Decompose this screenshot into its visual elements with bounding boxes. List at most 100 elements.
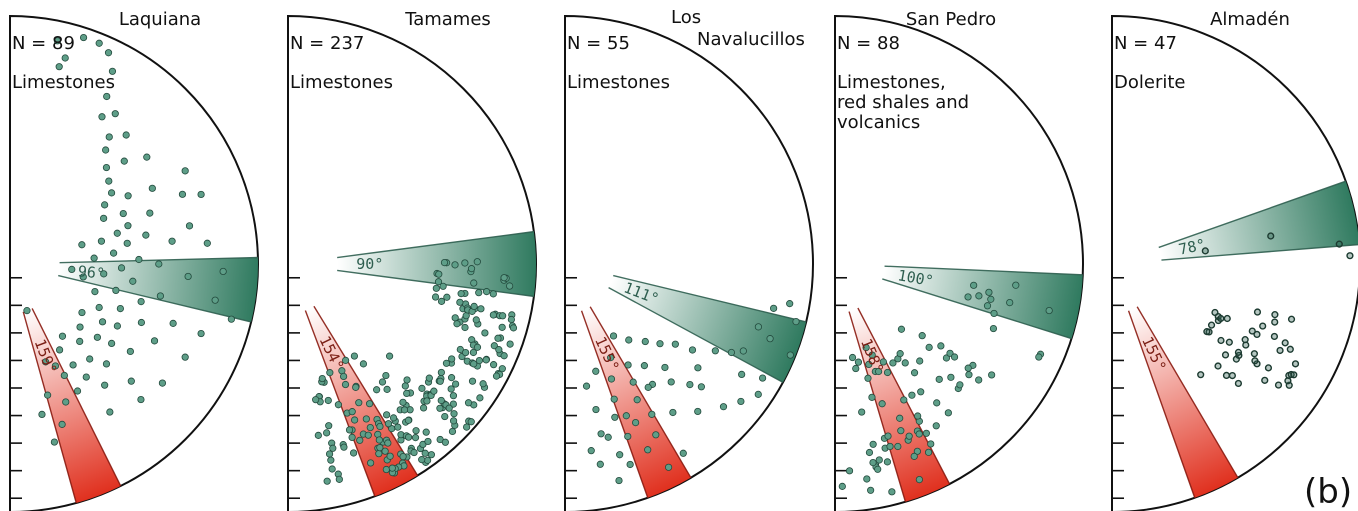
data-point [910, 369, 919, 377]
data-point [339, 372, 348, 381]
data-point [922, 429, 930, 437]
data-point [950, 353, 959, 361]
data-point [1267, 232, 1275, 240]
data-point [448, 355, 456, 363]
data-point [964, 293, 972, 301]
data-point [609, 332, 618, 340]
data-point [42, 358, 50, 366]
data-point [1223, 314, 1231, 323]
data-point [78, 241, 86, 249]
data-point [58, 332, 67, 340]
data-point [461, 259, 469, 267]
data-point [1217, 336, 1225, 345]
data-point [388, 464, 396, 472]
min-stress-wedge-edge [22, 311, 77, 504]
data-point [324, 396, 332, 405]
data-point [376, 444, 384, 452]
data-point [328, 465, 336, 473]
data-point [60, 371, 68, 380]
data-point [867, 486, 875, 494]
data-point [886, 442, 894, 451]
data-point [1217, 314, 1225, 323]
data-point [644, 446, 652, 454]
data-point [91, 287, 99, 296]
data-point [424, 437, 432, 446]
max-stress-wedge-edge [58, 274, 252, 323]
data-point [73, 387, 82, 395]
data-point [422, 428, 430, 436]
data-point [1271, 311, 1279, 319]
data-point [51, 362, 59, 370]
data-point [1251, 357, 1259, 365]
data-point [1290, 371, 1298, 379]
data-point [442, 359, 451, 367]
data-point [137, 395, 145, 404]
data-point [494, 334, 502, 342]
lithology-label: Limestones [12, 72, 115, 93]
data-point [845, 467, 854, 475]
data-point [325, 450, 334, 458]
data-point [453, 320, 461, 328]
data-point [329, 444, 337, 452]
data-point [875, 367, 883, 376]
data-point [55, 63, 63, 71]
sample-count: N = 88 [837, 33, 900, 54]
data-point [342, 356, 350, 364]
data-point [404, 416, 413, 424]
data-point [378, 378, 387, 386]
data-point [905, 432, 913, 440]
data-point [441, 438, 449, 446]
max-stress-wedge [882, 266, 1083, 339]
data-point [1286, 345, 1294, 353]
data-point [82, 373, 90, 381]
data-point [1270, 332, 1279, 341]
data-point [1259, 322, 1267, 330]
data-point [1281, 339, 1289, 347]
data-point [355, 399, 363, 407]
data-point [679, 449, 687, 457]
data-point [375, 450, 383, 458]
data-point [786, 351, 794, 359]
data-point [615, 476, 623, 485]
data-point [181, 353, 189, 361]
data-point [364, 431, 372, 439]
data-point [988, 371, 996, 379]
data-point [908, 391, 916, 399]
data-point [103, 92, 111, 101]
data-point [352, 383, 360, 391]
data-point [490, 361, 498, 369]
data-point [104, 49, 113, 57]
data-point [143, 153, 151, 161]
data-point [385, 352, 394, 360]
max-stress-wedge-edge [1161, 243, 1358, 261]
data-point [98, 318, 107, 326]
min-stress-wedge-edge [848, 311, 907, 502]
data-point [711, 347, 719, 355]
data-point [418, 456, 426, 464]
data-point [312, 396, 320, 404]
data-point [450, 410, 458, 418]
data-point [351, 416, 359, 424]
data-point [862, 343, 870, 352]
site-title: Laquiana [119, 9, 201, 30]
data-point [848, 353, 857, 362]
data-point [942, 354, 951, 362]
data-point [667, 378, 675, 386]
max-stress-wedge-edge [337, 230, 534, 259]
data-point [754, 323, 763, 331]
data-point [123, 239, 131, 247]
max-stress-wedge-edge [608, 287, 784, 383]
data-point [864, 374, 872, 382]
data-point [449, 417, 458, 425]
data-point [688, 346, 697, 354]
data-point [652, 431, 660, 439]
data-point [137, 297, 145, 306]
data-point [129, 277, 137, 285]
figure-label: (b) [1304, 472, 1352, 511]
data-point [900, 396, 908, 404]
data-point [440, 259, 449, 267]
data-point [490, 342, 498, 350]
data-point [335, 475, 343, 483]
data-point [93, 333, 101, 341]
data-point [476, 394, 484, 402]
